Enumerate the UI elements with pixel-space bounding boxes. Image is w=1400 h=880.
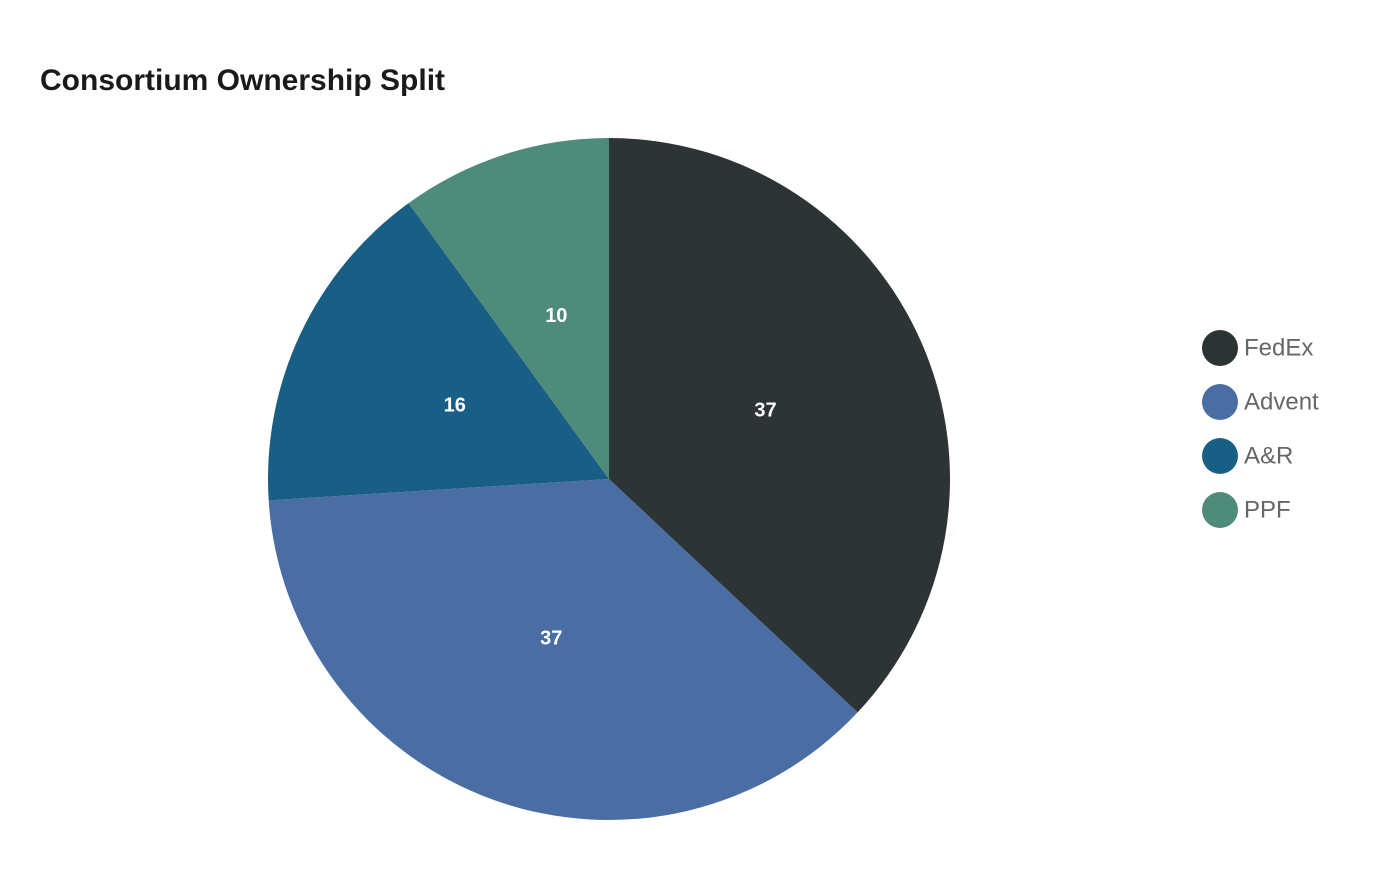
legend-label: PPF — [1244, 496, 1291, 523]
pie-slice — [609, 138, 950, 713]
legend-label: FedEx — [1244, 334, 1313, 361]
legend-label: Advent — [1244, 388, 1319, 415]
pie-slice — [268, 203, 609, 501]
slice-label: 37 — [540, 628, 562, 650]
slice-label: 37 — [754, 400, 776, 422]
legend-label: A&R — [1244, 442, 1293, 469]
slice-label: 16 — [444, 395, 466, 417]
legend-marker — [1202, 438, 1238, 474]
legend-marker — [1202, 330, 1238, 366]
chart-title: Consortium Ownership Split — [40, 64, 445, 97]
slice-label: 10 — [545, 305, 567, 327]
pie-slice — [408, 138, 609, 479]
pie-slice — [268, 479, 858, 820]
legend-marker — [1202, 384, 1238, 420]
legend-marker — [1202, 492, 1238, 528]
